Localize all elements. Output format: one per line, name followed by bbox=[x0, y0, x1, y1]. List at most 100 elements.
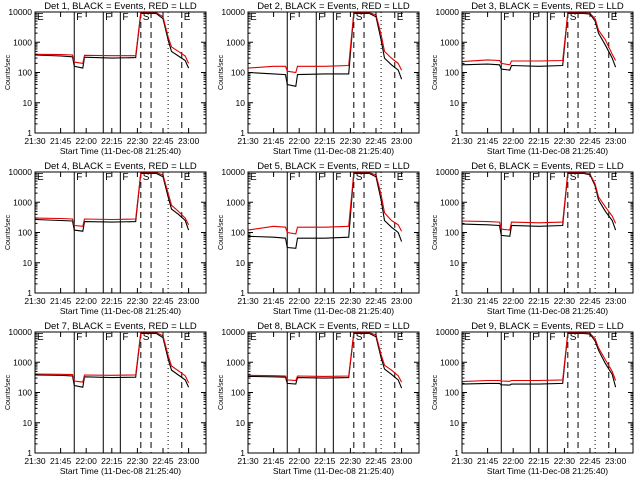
event-flag-label: F bbox=[532, 172, 538, 183]
y-axis-label: Counts/sec bbox=[218, 214, 225, 250]
y-tick-label: 100 bbox=[445, 228, 459, 238]
x-tick-label: 22:45 bbox=[365, 136, 387, 146]
event-flag-label: E bbox=[611, 172, 618, 183]
y-tick-label: 10000 bbox=[221, 167, 245, 177]
y-tick-label: 1 bbox=[240, 448, 245, 458]
detector-panel-4: Det 4, BLACK = Events, RED = LLD Start Ti… bbox=[5, 161, 207, 316]
event-flag-label: E bbox=[37, 332, 44, 343]
x-tick-label: 23:00 bbox=[391, 136, 413, 146]
y-tick-label: 10 bbox=[450, 258, 460, 268]
x-tick-label: 23:00 bbox=[605, 136, 627, 146]
event-flag-label: E bbox=[611, 12, 618, 23]
event-flag-label: F bbox=[335, 172, 341, 183]
panel-title: Det 8, BLACK = Events, RED = LLD bbox=[257, 321, 410, 332]
x-tick-label: 22:00 bbox=[76, 296, 98, 306]
y-tick-label: 100 bbox=[18, 228, 32, 238]
x-axis-label: Start Time (11-Dec-08 21:25:40) bbox=[273, 466, 394, 476]
x-tick-label: 21:30 bbox=[237, 136, 259, 146]
event-flag-label: E bbox=[184, 172, 191, 183]
event-flag-label: F bbox=[122, 332, 128, 343]
event-flag-label: E bbox=[611, 332, 618, 343]
y-tick-label: 100 bbox=[18, 68, 32, 78]
event-flag-label: S bbox=[570, 332, 577, 343]
x-tick-label: 23:00 bbox=[605, 456, 627, 466]
event-flag-label: F bbox=[122, 172, 128, 183]
x-tick-label: 22:00 bbox=[289, 296, 311, 306]
detector-panel-2: Det 2, BLACK = Events, RED = LLD Start Ti… bbox=[218, 1, 420, 156]
series-lld-line bbox=[247, 12, 403, 74]
event-flag-label: E bbox=[250, 172, 257, 183]
event-flag-label: E bbox=[184, 12, 191, 23]
y-axis-label: Counts/sec bbox=[432, 214, 439, 250]
y-axis-label: Counts/sec bbox=[5, 54, 12, 90]
series-events-line bbox=[34, 12, 190, 69]
y-tick-label: 10000 bbox=[8, 167, 32, 177]
y-tick-label: 10000 bbox=[8, 7, 32, 17]
event-flag-label: F bbox=[289, 172, 295, 183]
x-tick-label: 22:00 bbox=[503, 296, 525, 306]
event-flag-label: F bbox=[76, 172, 82, 183]
event-flag-label: E bbox=[37, 172, 44, 183]
y-tick-label: 10 bbox=[23, 418, 33, 428]
x-tick-label: 21:45 bbox=[477, 456, 499, 466]
event-flag-label: F bbox=[105, 332, 111, 343]
event-flag-label: E bbox=[397, 172, 404, 183]
y-tick-label: 1 bbox=[240, 288, 245, 298]
x-tick-label: 22:30 bbox=[554, 456, 576, 466]
x-axis-label: Start Time (11-Dec-08 21:25:40) bbox=[487, 466, 608, 476]
y-tick-label: 10 bbox=[236, 258, 246, 268]
event-flag-label: S bbox=[570, 12, 577, 23]
detector-panel-3: Det 3, BLACK = Events, RED = LLD Start Ti… bbox=[432, 1, 634, 156]
series-events-line bbox=[461, 12, 617, 71]
event-flag-label: F bbox=[503, 12, 509, 23]
panel-title: Det 5, BLACK = Events, RED = LLD bbox=[257, 161, 410, 172]
y-tick-label: 1000 bbox=[13, 197, 32, 207]
panel-title: Det 4, BLACK = Events, RED = LLD bbox=[44, 161, 197, 172]
x-tick-label: 22:45 bbox=[152, 456, 174, 466]
x-tick-label: 22:30 bbox=[554, 136, 576, 146]
x-tick-label: 22:15 bbox=[528, 136, 550, 146]
y-tick-label: 1 bbox=[27, 448, 32, 458]
x-axis-label: Start Time (11-Dec-08 21:25:40) bbox=[273, 146, 394, 156]
x-tick-label: 22:45 bbox=[365, 456, 387, 466]
event-flag-label: F bbox=[122, 12, 128, 23]
event-flag-label: F bbox=[105, 172, 111, 183]
y-tick-label: 10 bbox=[236, 98, 246, 108]
y-tick-label: 10000 bbox=[435, 327, 459, 337]
x-tick-label: 21:30 bbox=[237, 296, 259, 306]
event-flag-label: F bbox=[289, 12, 295, 23]
series-events-line bbox=[247, 332, 403, 389]
series-lld-line bbox=[461, 12, 617, 66]
y-tick-label: 1000 bbox=[226, 357, 245, 367]
series-events-line bbox=[461, 332, 617, 388]
series-lld-line bbox=[461, 172, 617, 231]
y-axis-label: Counts/sec bbox=[218, 374, 225, 410]
event-flag-label: F bbox=[549, 172, 555, 183]
x-axis-label: Start Time (11-Dec-08 21:25:40) bbox=[273, 306, 394, 316]
x-tick-label: 23:00 bbox=[605, 296, 627, 306]
x-axis-label: Start Time (11-Dec-08 21:25:40) bbox=[60, 466, 181, 476]
x-axis-label: Start Time (11-Dec-08 21:25:40) bbox=[487, 306, 608, 316]
y-tick-label: 1 bbox=[27, 288, 32, 298]
event-flag-label: F bbox=[335, 12, 341, 23]
event-flag-label: E bbox=[250, 332, 257, 343]
event-flag-label: F bbox=[335, 332, 341, 343]
event-flag-label: E bbox=[184, 332, 191, 343]
event-flag-label: S bbox=[570, 172, 577, 183]
x-tick-label: 22:15 bbox=[314, 296, 336, 306]
x-tick-label: 21:30 bbox=[237, 456, 259, 466]
y-tick-label: 10 bbox=[23, 98, 33, 108]
y-tick-label: 1 bbox=[454, 288, 459, 298]
x-axis-label: Start Time (11-Dec-08 21:25:40) bbox=[487, 146, 608, 156]
x-axis-label: Start Time (11-Dec-08 21:25:40) bbox=[60, 146, 181, 156]
x-tick-label: 22:15 bbox=[101, 296, 123, 306]
detector-panel-6: Det 6, BLACK = Events, RED = LLD Start Ti… bbox=[432, 161, 634, 316]
x-tick-label: 23:00 bbox=[391, 296, 413, 306]
series-lld-line bbox=[34, 172, 190, 227]
event-flag-label: F bbox=[549, 12, 555, 23]
detector-panel-1: Det 1, BLACK = Events, RED = LLD Start Ti… bbox=[5, 1, 207, 156]
event-flag-label: F bbox=[76, 12, 82, 23]
x-tick-label: 22:45 bbox=[579, 456, 601, 466]
y-tick-label: 1 bbox=[240, 128, 245, 138]
y-axis-label: Counts/sec bbox=[432, 54, 439, 90]
